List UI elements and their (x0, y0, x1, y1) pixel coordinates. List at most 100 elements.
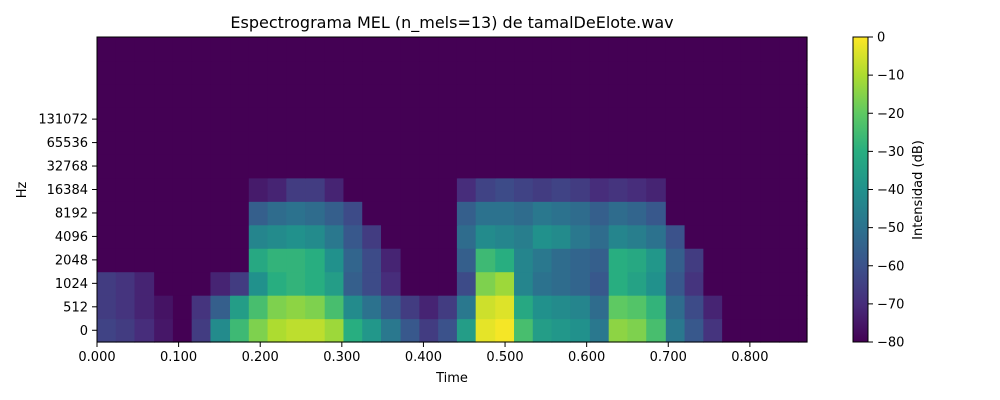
heatmap-cell (210, 83, 231, 108)
heatmap-cell (230, 248, 250, 273)
heatmap-cell (684, 154, 704, 179)
heatmap-cell (589, 201, 610, 226)
y-tick-label: 0 (80, 324, 88, 339)
heatmap-cell (115, 248, 136, 273)
heatmap-cell (608, 107, 629, 132)
heatmap-cell (343, 130, 363, 155)
heatmap-cell (172, 154, 193, 179)
heatmap-cell (456, 83, 477, 108)
heatmap-cell (740, 130, 762, 155)
heatmap-cell (760, 83, 780, 108)
heatmap-cell (646, 60, 667, 85)
heatmap-cell (305, 224, 326, 249)
heatmap-cell (570, 295, 591, 320)
heatmap-cell (267, 37, 287, 62)
heatmap-cell (191, 83, 212, 108)
heatmap-cell (154, 154, 174, 179)
colorbar-axis: 0 −10 −20 −30 −40 −50 −60 −70 −80 (868, 31, 904, 351)
heatmap-cell (646, 177, 667, 202)
heatmap-cell (191, 224, 212, 249)
heatmap-cell (779, 248, 799, 273)
heatmap-cell (740, 83, 762, 108)
heatmap-cell (514, 201, 534, 226)
heatmap-cell (532, 248, 553, 273)
heatmap-cell (343, 248, 363, 273)
heatmap-cell (760, 154, 780, 179)
heatmap-cell (172, 83, 193, 108)
heatmap-cell (475, 201, 496, 226)
heatmap-cell (703, 60, 723, 85)
heatmap-cell (589, 248, 610, 273)
heatmap-cell (324, 295, 345, 320)
y-tick-label: 1024 (55, 277, 88, 292)
heatmap-cell (456, 295, 477, 320)
heatmap-cell (324, 130, 345, 155)
heatmap-cell (381, 107, 402, 132)
heatmap-cell (608, 201, 629, 226)
heatmap-cell (475, 37, 496, 62)
heatmap-cell (210, 154, 231, 179)
colorbar-gradient (853, 37, 868, 342)
heatmap-cell (400, 224, 420, 249)
heatmap-cell (172, 295, 193, 320)
heatmap-cell (172, 177, 193, 202)
heatmap-cell (97, 248, 117, 273)
heatmap-cell (115, 318, 136, 343)
heatmap-cell (172, 201, 193, 226)
heatmap-cell (627, 177, 647, 202)
heatmap-cell (97, 271, 117, 296)
heatmap-cell (419, 177, 439, 202)
heatmap-cell (760, 130, 780, 155)
heatmap-cell (191, 318, 212, 343)
heatmap-cell (722, 177, 742, 202)
heatmap-cell (419, 154, 439, 179)
colorbar-tick-label: −30 (877, 145, 904, 160)
heatmap-cell (191, 130, 212, 155)
heatmap-cell (646, 154, 667, 179)
heatmap-cell (343, 177, 363, 202)
heatmap-cell (684, 60, 704, 85)
heatmap-cell (551, 248, 571, 273)
heatmap-cell (740, 60, 762, 85)
heatmap-cell (514, 295, 534, 320)
heatmap-cell (286, 130, 306, 155)
heatmap-cell (532, 177, 553, 202)
x-tick-label: 0.800 (731, 350, 768, 365)
heatmap-cell (324, 37, 345, 62)
heatmap-cell (608, 177, 629, 202)
heatmap-cell (703, 154, 723, 179)
heatmap-cell (514, 154, 534, 179)
heatmap-cell (589, 83, 610, 108)
heatmap-cell (381, 224, 402, 249)
y-axis: 0 512 1024 2048 4096 8192 16384 32768 65536 13107… (38, 113, 97, 339)
heatmap-cell (608, 248, 629, 273)
heatmap-cell (324, 83, 345, 108)
heatmap-cell (97, 130, 117, 155)
heatmap-cell (97, 177, 117, 202)
heatmap-cell (551, 318, 571, 343)
heatmap-cell (495, 248, 515, 273)
heatmap-cell (362, 271, 382, 296)
heatmap-cell (495, 154, 515, 179)
heatmap-cell (798, 271, 808, 296)
heatmap-cell (419, 83, 439, 108)
heatmap-cell (532, 154, 553, 179)
heatmap-cell (798, 130, 808, 155)
heatmap-cell (456, 154, 477, 179)
heatmap-cell (191, 37, 212, 62)
chart-title: Espectrograma MEL (n_mels=13) de tamalDe… (230, 13, 673, 33)
heatmap-cell (475, 130, 496, 155)
heatmap-cell (760, 248, 780, 273)
heatmap-cell (570, 201, 591, 226)
heatmap-cell (684, 83, 704, 108)
heatmap-cell (779, 154, 799, 179)
heatmap-cell (97, 295, 117, 320)
heatmap-cell (134, 37, 155, 62)
heatmap-cell (722, 248, 742, 273)
heatmap-cell (267, 318, 287, 343)
heatmap-cell (210, 60, 231, 85)
heatmap-cell (324, 107, 345, 132)
heatmap-cell (248, 295, 269, 320)
heatmap-cell (760, 295, 780, 320)
heatmap-cell (230, 318, 250, 343)
